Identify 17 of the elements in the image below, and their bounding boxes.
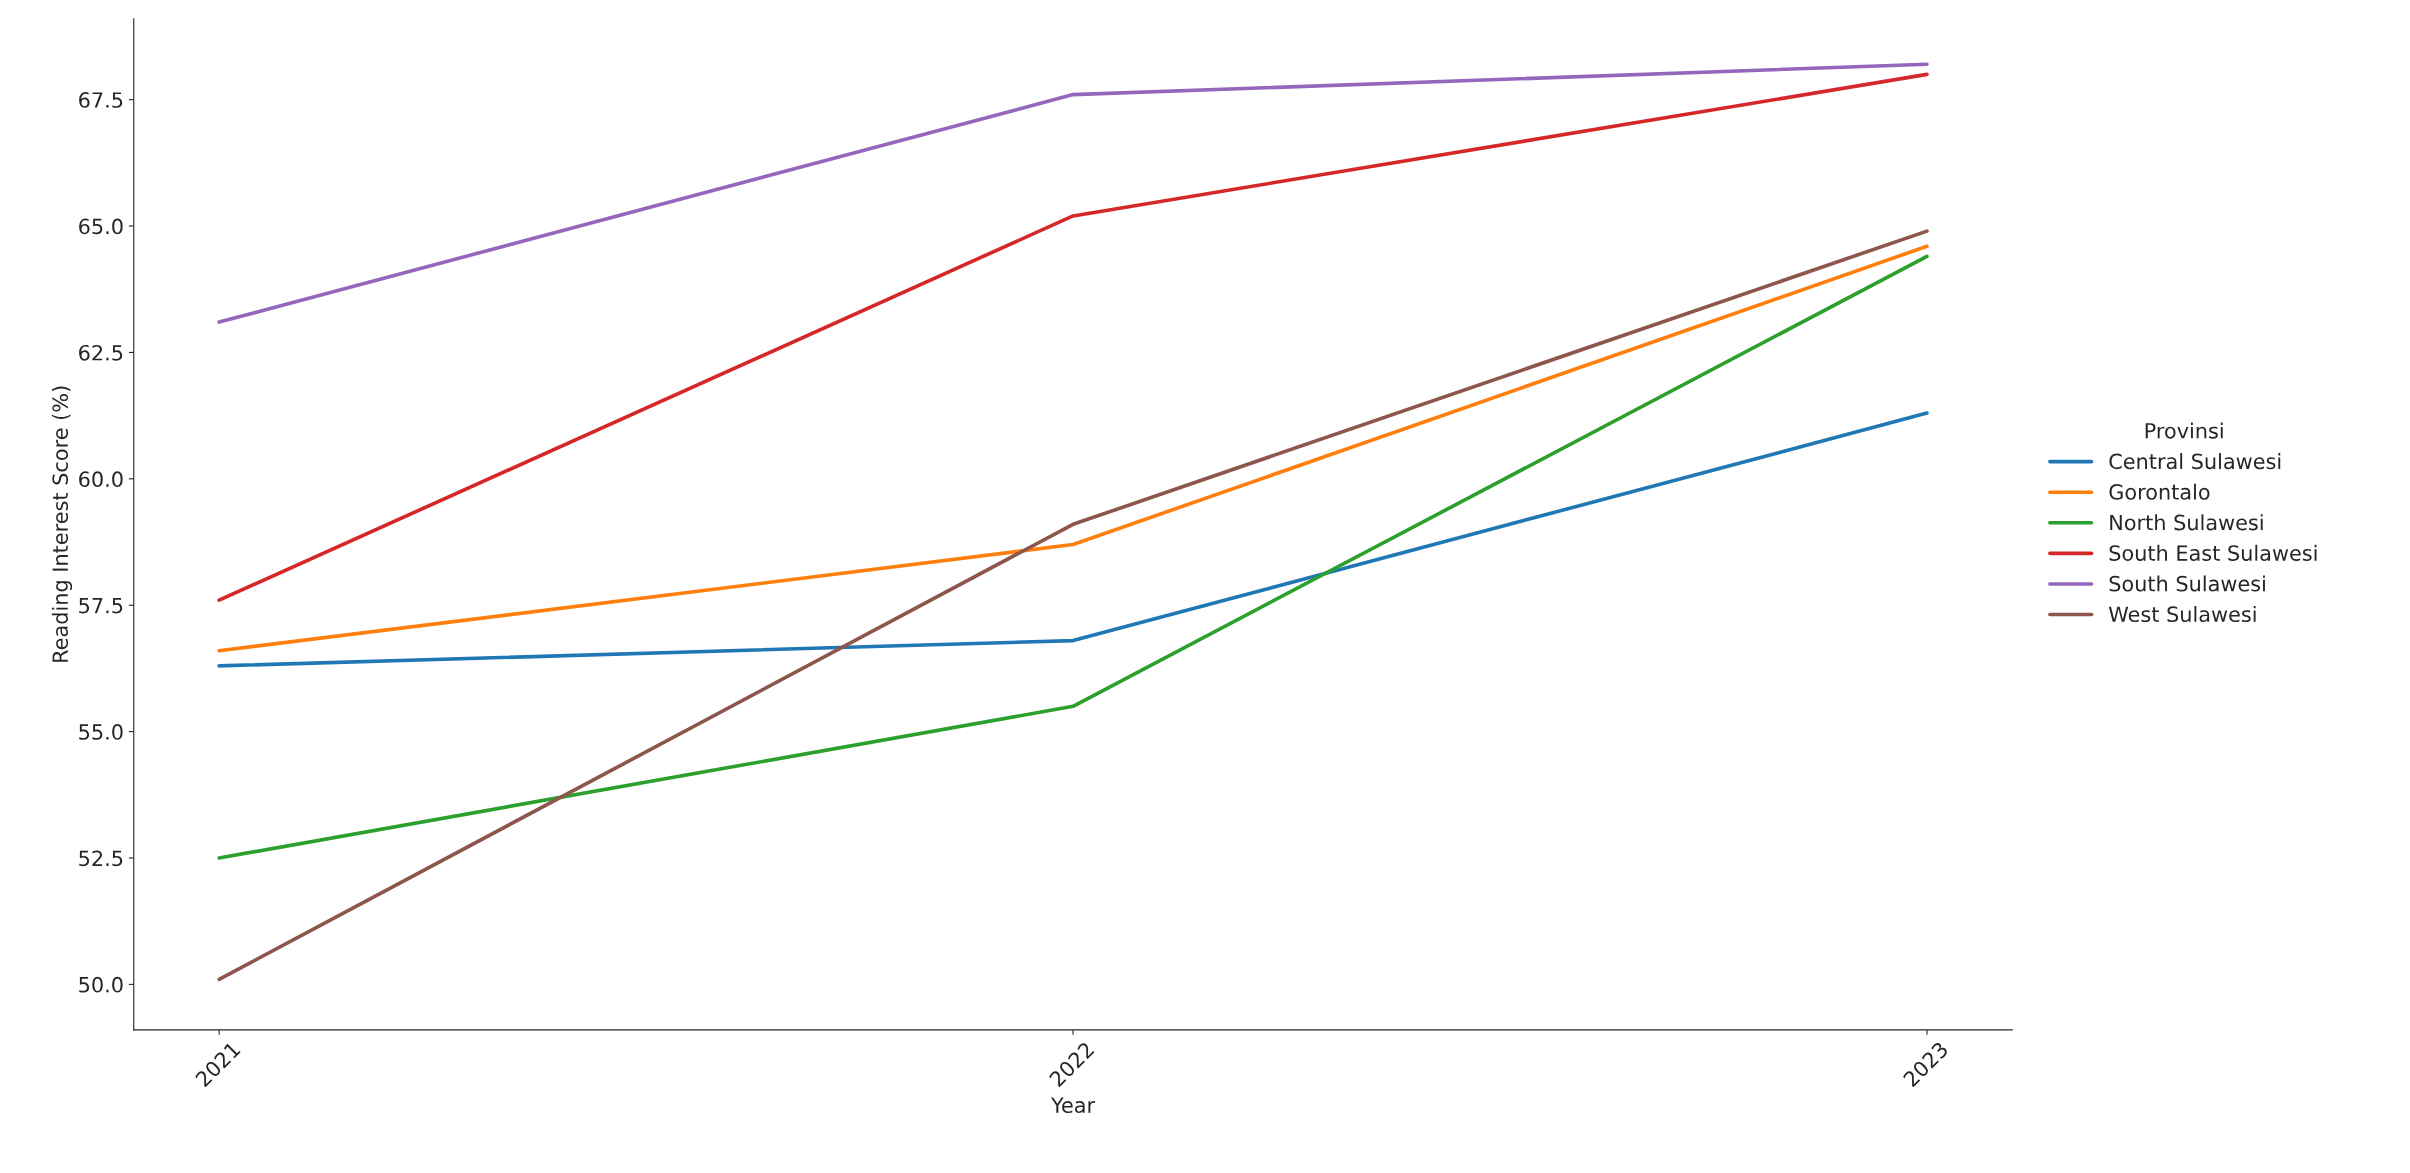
legend-label: South Sulawesi [2109, 575, 2265, 592]
y-tick-label: 57.5 [79, 597, 123, 614]
y-tick-label: 50.0 [79, 976, 123, 993]
x-axis-title: Year [1050, 1097, 1096, 1114]
legend-label: West Sulawesi [2108, 605, 2256, 623]
y-axis-title: Reading Interest Score (%) [51, 386, 73, 662]
legend-label: Gorontalo [2109, 483, 2210, 500]
legend-label: Central Sulawesi [2109, 453, 2281, 470]
y-tick-label: 67.5 [79, 92, 123, 108]
y-tick-label: 65.0 [79, 218, 123, 235]
legend-label: North Sulawesi [2110, 514, 2263, 531]
y-tick-label: 52.5 [79, 850, 123, 867]
y-tick-label: 62.5 [79, 344, 123, 361]
legend-label: South East Sulawesi [2109, 544, 2317, 561]
y-tick-label: 60.0 [79, 471, 123, 488]
y-tick-label: 55.0 [79, 724, 123, 740]
legend-title: Provinsi [2145, 422, 2223, 439]
